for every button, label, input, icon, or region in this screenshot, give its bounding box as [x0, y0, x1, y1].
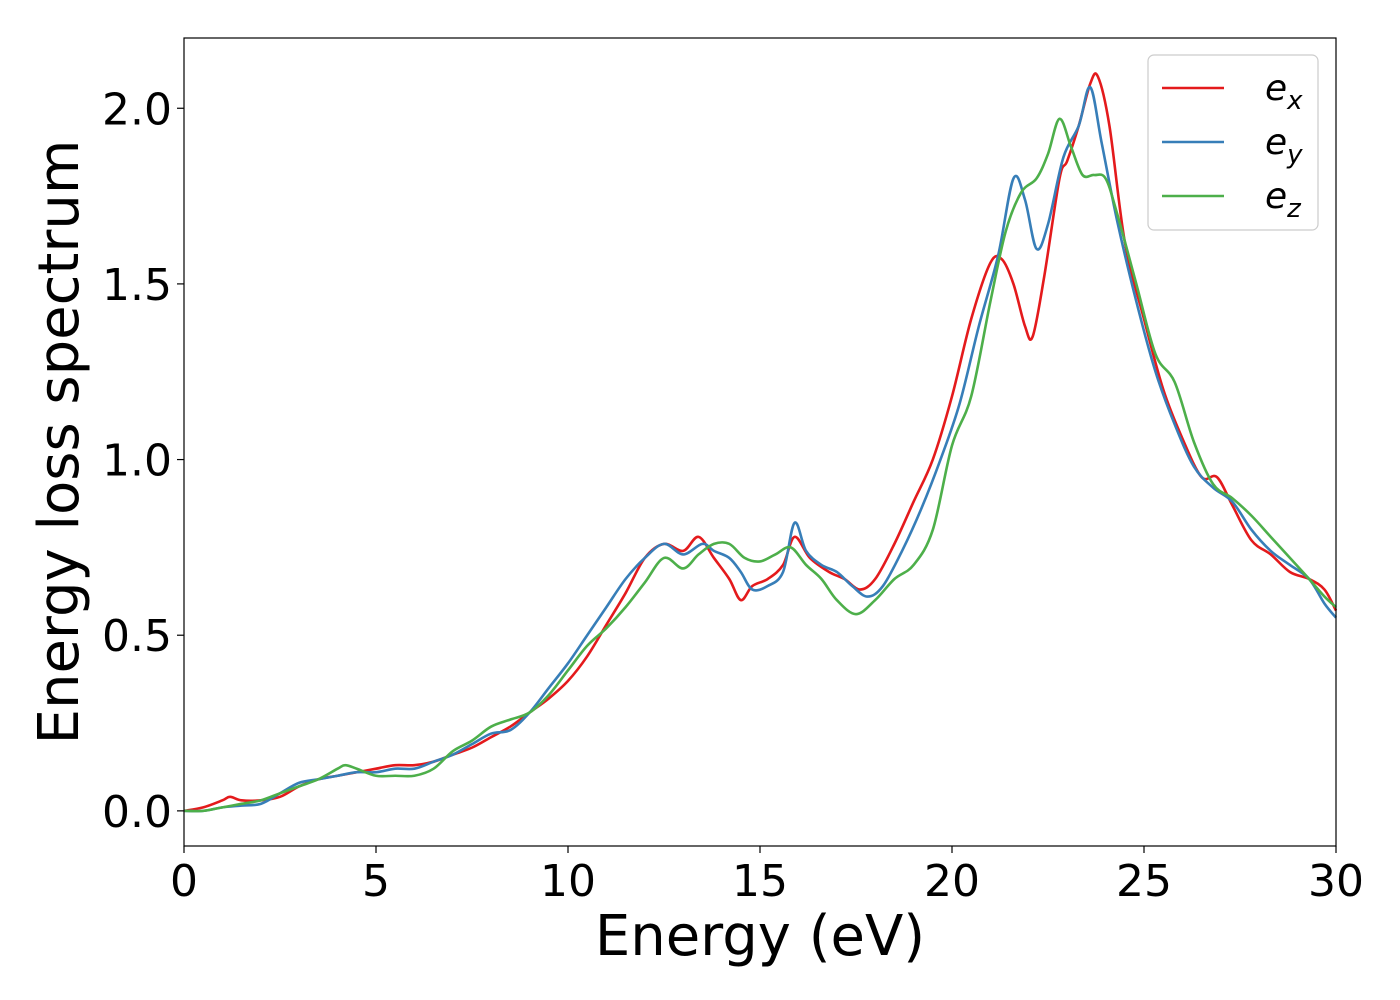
legend-entry-e-y: ey — [1265, 122, 1303, 170]
x-tick-label: 5 — [362, 856, 390, 907]
y-tick-label: 0.5 — [102, 611, 172, 662]
y-tick-label: 1.0 — [102, 436, 172, 487]
x-tick-label: 0 — [170, 856, 198, 907]
series-line-e-z — [183, 117, 1337, 813]
y-tick-label: 0.0 — [102, 787, 172, 838]
y-tick-label: 1.5 — [102, 260, 172, 311]
y-tick-label: 2.0 — [102, 84, 172, 135]
legend-entry-e-x: ex — [1265, 68, 1303, 116]
x-tick-label: 10 — [540, 856, 596, 907]
series-line-e-x — [183, 72, 1338, 813]
x-tick-label: 15 — [732, 856, 788, 907]
x-axis-ticks: 0 5 10 15 20 25 30 — [170, 846, 1364, 907]
y-axis-label: Energy loss spectrum — [27, 140, 92, 745]
y-axis-ticks: 0.0 0.5 1.0 1.5 2.0 — [102, 84, 184, 838]
series-lines — [183, 72, 1338, 813]
x-tick-label: 25 — [1116, 856, 1172, 907]
series-line-e-y — [183, 85, 1338, 813]
x-tick-label: 20 — [924, 856, 980, 907]
x-axis-label: Energy (eV) — [595, 904, 925, 969]
legend-box — [1147, 54, 1319, 231]
x-tick-label: 30 — [1308, 856, 1364, 907]
